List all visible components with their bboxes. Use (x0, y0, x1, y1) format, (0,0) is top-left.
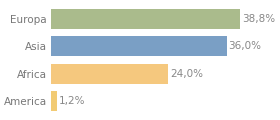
Bar (51, 9, 240, 29)
Text: 24,0%: 24,0% (170, 69, 203, 79)
Bar (51, 36, 227, 56)
Text: 38,8%: 38,8% (242, 14, 276, 24)
Text: 1,2%: 1,2% (59, 96, 85, 106)
Bar (51, 64, 168, 84)
Bar (51, 91, 57, 111)
Text: 36,0%: 36,0% (228, 41, 262, 51)
